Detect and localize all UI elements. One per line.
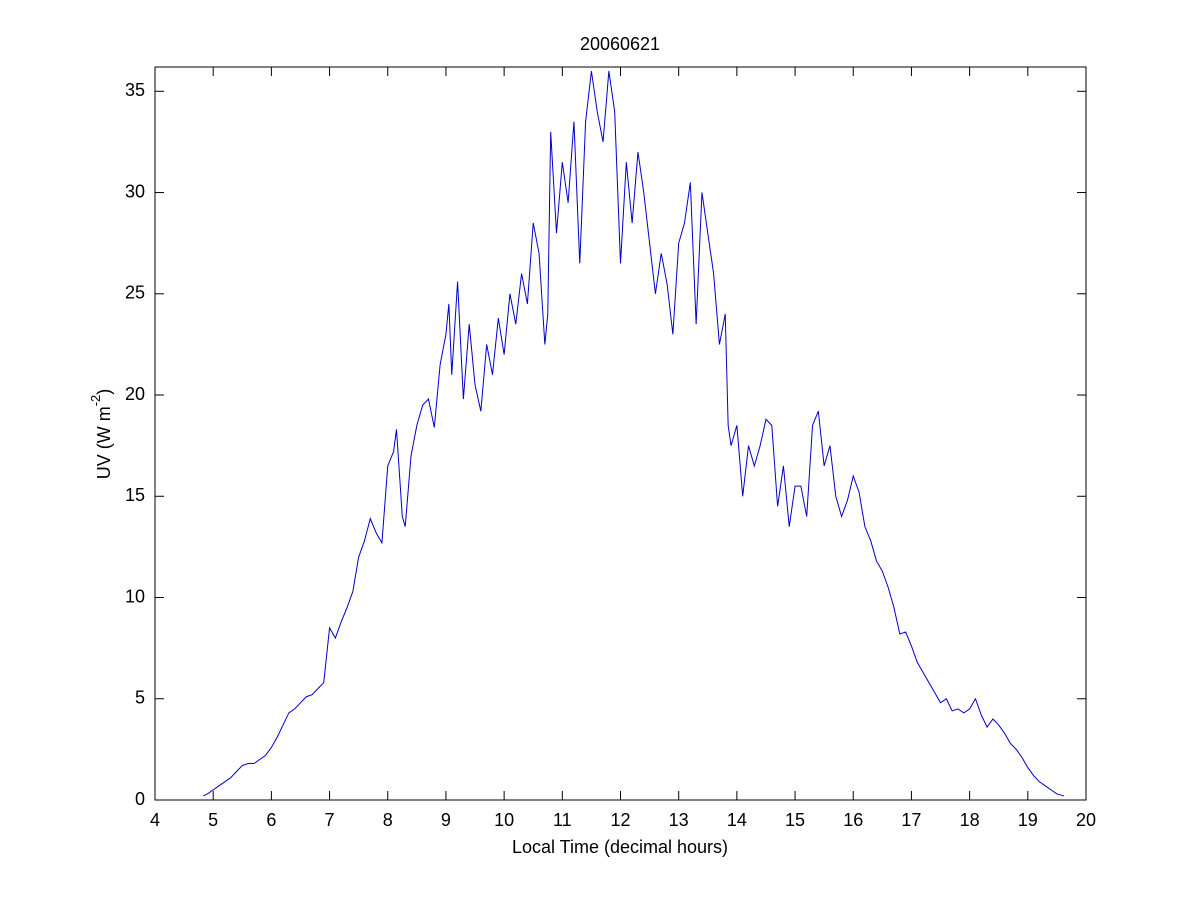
x-tick-label: 9	[441, 810, 451, 830]
y-tick-label: 15	[125, 485, 145, 505]
x-tick-label: 4	[150, 810, 160, 830]
x-tick-label: 6	[266, 810, 276, 830]
y-tick-label: 10	[125, 586, 145, 606]
y-label-text: UV (W m	[94, 406, 114, 479]
y-tick-label: 35	[125, 80, 145, 100]
x-tick-label: 18	[960, 810, 980, 830]
x-tick-label: 5	[208, 810, 218, 830]
y-tick-label: 25	[125, 283, 145, 303]
x-tick-label: 14	[727, 810, 747, 830]
x-tick-label: 12	[610, 810, 630, 830]
x-tick-label: 7	[325, 810, 335, 830]
data-line	[203, 70, 1065, 797]
x-tick-label: 16	[843, 810, 863, 830]
chart-title: 20060621	[580, 34, 660, 54]
plot-area	[154, 66, 1087, 801]
y-tick-label: 30	[125, 181, 145, 201]
x-tick-label: 13	[669, 810, 689, 830]
x-axis-label: Local Time (decimal hours)	[512, 837, 728, 857]
x-tick-label: 15	[785, 810, 805, 830]
y-axis-label: UV (W m-2)	[88, 389, 113, 480]
y-label-superscript: -2	[88, 395, 103, 407]
y-tick-label: 20	[125, 384, 145, 404]
x-tick-label: 11	[553, 810, 572, 830]
x-tick-label: 19	[1018, 810, 1038, 830]
y-label-text: )	[94, 389, 114, 395]
x-tick-label: 20	[1076, 810, 1096, 830]
y-tick-label: 5	[135, 688, 145, 708]
x-tick-label: 17	[901, 810, 921, 830]
y-tick-label: 0	[135, 789, 145, 809]
x-tick-label: 8	[383, 810, 393, 830]
x-tick-label: 10	[494, 810, 514, 830]
